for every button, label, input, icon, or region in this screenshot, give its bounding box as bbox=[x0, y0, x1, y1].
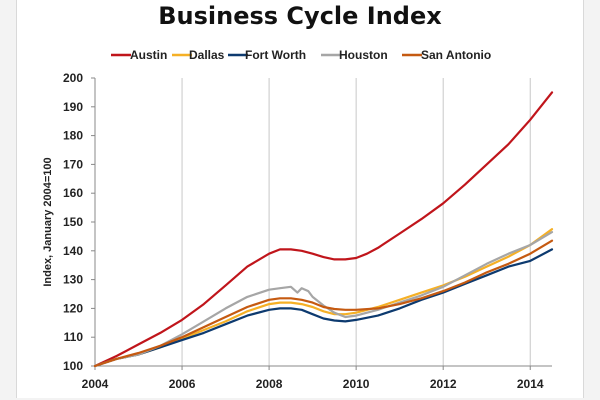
y-tick-label: 130 bbox=[63, 273, 83, 287]
legend: Austin Dallas Fort Worth Houston San Antonio bbox=[111, 48, 491, 62]
series-lines bbox=[93, 91, 554, 368]
axes: 100 110 120 130 140 150 160 170 180 190 200 2004 200… bbox=[63, 71, 552, 391]
x-tick-label: 2004 bbox=[82, 377, 109, 391]
series-line-san-antonio bbox=[93, 239, 554, 368]
y-tick-label: 180 bbox=[63, 129, 83, 143]
x-tick-label: 2014 bbox=[517, 377, 544, 391]
x-tick-label: 2006 bbox=[169, 377, 196, 391]
legend-label: San Antonio bbox=[421, 48, 491, 62]
x-tick-label: 2010 bbox=[343, 377, 370, 391]
y-tick-label: 120 bbox=[63, 301, 83, 315]
y-tick-label: 110 bbox=[64, 330, 84, 344]
series-line-austin bbox=[93, 91, 554, 368]
x-tick-label: 2008 bbox=[256, 377, 283, 391]
y-tick-label: 140 bbox=[63, 244, 83, 258]
chart-title: Business Cycle Index bbox=[158, 2, 442, 30]
series-line-houston bbox=[93, 231, 554, 368]
y-tick-label: 160 bbox=[63, 186, 83, 200]
x-tick-label: 2012 bbox=[430, 377, 457, 391]
legend-label: Dallas bbox=[189, 48, 225, 62]
legend-label: Houston bbox=[339, 48, 388, 62]
gridlines bbox=[181, 78, 531, 366]
y-tick-label: 150 bbox=[63, 215, 83, 229]
y-tick-label: 100 bbox=[63, 359, 83, 373]
y-tick-label: 190 bbox=[63, 100, 83, 114]
y-tick-label: 200 bbox=[63, 71, 83, 85]
y-tick-label: 170 bbox=[63, 157, 83, 171]
y-axis-label: Index, January 2004=100 bbox=[42, 157, 54, 286]
series-line-fort-worth bbox=[93, 248, 554, 368]
legend-label: Austin bbox=[130, 48, 167, 62]
chart-panel: Business Cycle Index bbox=[16, 0, 584, 398]
legend-label: Fort Worth bbox=[245, 48, 306, 62]
